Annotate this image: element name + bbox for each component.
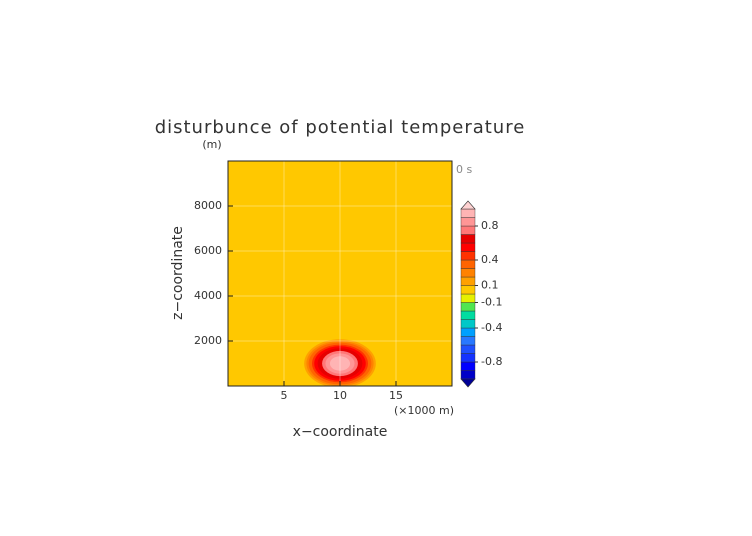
y-tick-label: 4000 xyxy=(194,289,222,302)
x-tick-label: 10 xyxy=(333,389,347,402)
colorbar-box xyxy=(460,310,476,320)
colorbar-box xyxy=(460,251,476,261)
time-label: 0 s xyxy=(456,163,472,176)
colorbar-box xyxy=(460,327,476,337)
colorbar-box xyxy=(460,361,476,371)
colorbar-tick-label: 0.1 xyxy=(481,279,499,292)
y-tick-label: 8000 xyxy=(194,199,222,212)
colorbar-box xyxy=(460,344,476,354)
colorbar-box xyxy=(460,242,476,252)
y-tick-label: 2000 xyxy=(194,334,222,347)
colorbar-box xyxy=(460,268,476,278)
x-axis-label: x−coordinate xyxy=(293,424,388,440)
colorbar-high xyxy=(460,200,476,210)
colorbar-box xyxy=(460,319,476,329)
x-unit: (×1000 m) xyxy=(394,404,454,417)
field xyxy=(304,339,376,386)
chart-title: disturbunce of potential temperature xyxy=(155,117,526,138)
contour-fill xyxy=(329,356,351,371)
colorbar-box xyxy=(460,276,476,286)
colorbar-tick-label: -0.1 xyxy=(481,296,502,309)
x-tick-label: 15 xyxy=(389,389,403,402)
y-axis-label: z−coordinate xyxy=(170,226,186,320)
colorbar-box xyxy=(460,336,476,346)
colorbar-box xyxy=(460,225,476,235)
colorbar-box xyxy=(460,353,476,363)
colorbar-box xyxy=(460,234,476,244)
y-tick-label: 6000 xyxy=(194,244,222,257)
colorbar-box xyxy=(460,293,476,303)
colorbar-box xyxy=(460,302,476,312)
colorbar-tick-label: 0.4 xyxy=(481,253,499,266)
colorbar-tick-label: -0.8 xyxy=(481,355,502,368)
colorbar-box xyxy=(460,217,476,227)
x-tick-label: 5 xyxy=(281,389,288,402)
colorbar-box xyxy=(460,370,476,380)
y-unit: (m) xyxy=(202,138,221,151)
colorbar-box xyxy=(460,208,476,218)
colorbar-box xyxy=(460,259,476,269)
colorbar-tick-label: 0.8 xyxy=(481,219,499,232)
colorbar-tick-label: -0.4 xyxy=(481,321,502,334)
colorbar-box xyxy=(460,285,476,295)
colorbar-low xyxy=(460,378,476,388)
